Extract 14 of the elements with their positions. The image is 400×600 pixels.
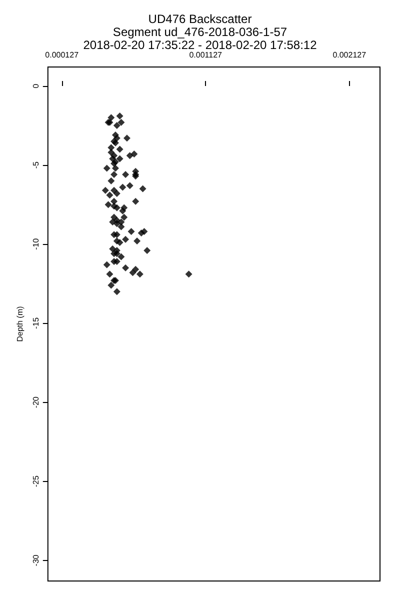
y-tick-label: 0 bbox=[31, 83, 40, 88]
x-tick-label: 0.001127 bbox=[189, 50, 223, 60]
x-tick-label: 0.000127 bbox=[45, 50, 80, 60]
y-tick-label: -15 bbox=[31, 316, 40, 329]
y-axis-title: Depth (m) bbox=[16, 306, 24, 342]
y-tick-label: -10 bbox=[31, 238, 40, 250]
y-tick-label: -5 bbox=[31, 160, 40, 169]
chart-title: UD476 Backscatter bbox=[148, 12, 252, 26]
x-tick-label: 0.002127 bbox=[332, 50, 367, 60]
y-tick-label: -30 bbox=[31, 554, 40, 566]
y-tick-label: -20 bbox=[31, 396, 40, 408]
y-tick-label: -25 bbox=[31, 475, 40, 488]
chart-subtitle: Segment ud_476-2018-036-1-57 bbox=[112, 25, 288, 39]
text: 2018-02-20 17:35:22 - 2018-02-20 17:58:12 bbox=[83, 38, 318, 52]
